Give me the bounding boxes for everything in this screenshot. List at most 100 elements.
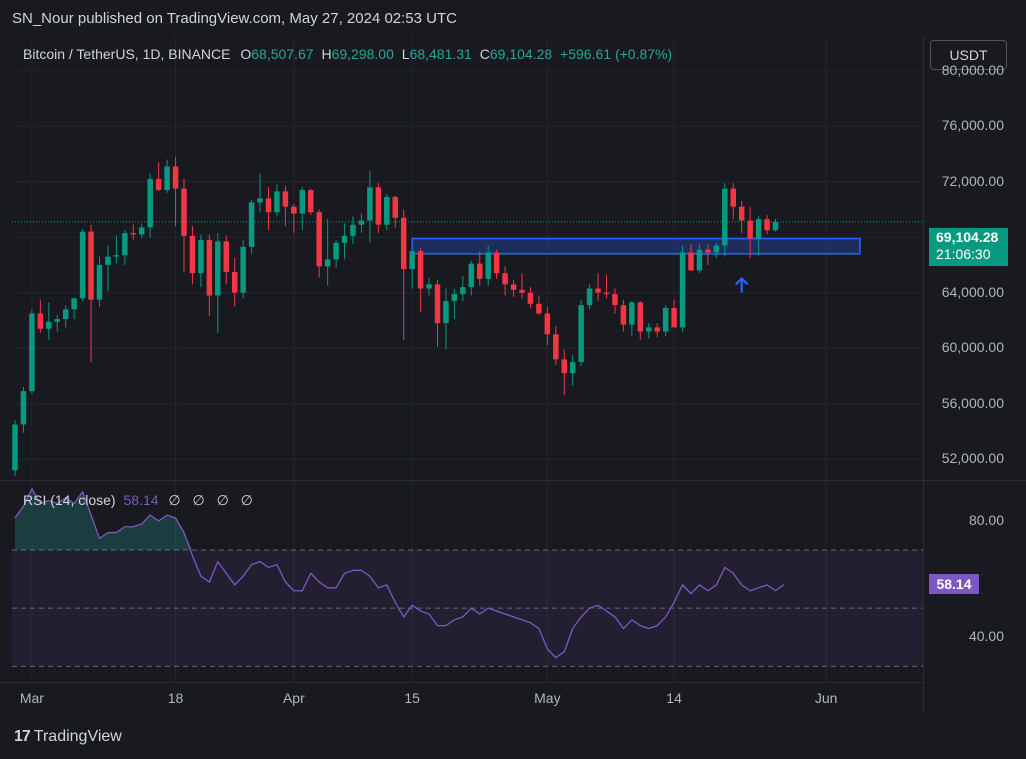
time-tick-label: 14	[666, 690, 682, 706]
candle-body	[113, 255, 120, 257]
candle-body	[206, 239, 213, 296]
price-tick-label: 72,000.00	[941, 172, 1004, 189]
candle-body	[164, 166, 170, 191]
candle-body	[130, 233, 137, 235]
rsi-extra-values: ∅ ∅ ∅ ∅	[168, 492, 257, 508]
candle-body	[189, 235, 196, 274]
candle-body	[122, 233, 128, 256]
candle-body	[493, 252, 500, 274]
candle-body	[29, 313, 35, 392]
support-zone-rectangle	[411, 237, 861, 255]
candle-body	[671, 307, 677, 328]
candle-body	[553, 334, 559, 360]
candle-body	[434, 284, 441, 324]
rsi-legend-value: 58.14	[123, 492, 159, 508]
time-tick-label: Apr	[282, 690, 305, 706]
candle-body	[333, 242, 339, 260]
candle-body	[747, 220, 753, 239]
candle-body	[764, 219, 770, 231]
candle-body	[755, 219, 762, 239]
candle-body	[510, 284, 517, 290]
candle-body	[12, 424, 18, 471]
rsi-legend: RSI (14, close) 58.14 ∅ ∅ ∅ ∅	[23, 492, 257, 509]
close-value: 69,104.28	[489, 46, 553, 62]
candle-body	[46, 321, 52, 329]
candle-body	[274, 191, 280, 213]
price-tick-label: 64,000.00	[941, 283, 1004, 300]
candle-body	[265, 198, 272, 213]
currency-button[interactable]: USDT	[930, 40, 1007, 70]
candle-body	[612, 294, 618, 306]
time-tick-label: Mar	[19, 690, 44, 706]
candle-body	[358, 220, 365, 225]
candle-body	[37, 313, 44, 329]
open-value: 68,507.67	[251, 46, 314, 62]
candle-body	[662, 307, 669, 332]
candle-body	[772, 221, 779, 231]
candle-body	[451, 294, 458, 302]
price-tick-label: 80,000.00	[941, 61, 1004, 78]
price-tick-label: 52,000.00	[941, 450, 1004, 467]
candle-body	[738, 206, 745, 221]
time-tick-label: 15	[404, 690, 420, 706]
candle-body	[316, 212, 322, 267]
rsi-title-text[interactable]: RSI (14, close)	[23, 492, 116, 508]
tradingview-logo-text: TradingView	[33, 728, 122, 745]
candle-body	[460, 287, 466, 295]
candle-body	[679, 252, 686, 328]
candle-body	[139, 227, 145, 235]
tradingview-mark-icon: 17	[14, 728, 31, 745]
candle-body	[569, 362, 576, 374]
candle-body	[367, 187, 373, 221]
candle-body	[341, 235, 348, 243]
candle-body	[71, 298, 77, 310]
candle-body	[172, 166, 179, 189]
candle-body	[443, 301, 449, 324]
candle-body	[384, 196, 390, 225]
candle-body	[308, 190, 314, 213]
candle-body	[231, 271, 238, 293]
candle-body	[215, 241, 221, 296]
candle-body	[637, 302, 644, 332]
candle-body	[257, 198, 263, 203]
high-value: 69,298.00	[331, 46, 394, 62]
price-tick-label: 56,000.00	[941, 394, 1004, 411]
candle-body	[536, 303, 542, 314]
candle-body	[485, 252, 491, 279]
candle-body	[620, 305, 627, 325]
rsi-value-badge: 58.14	[929, 574, 979, 594]
candle-body	[654, 327, 660, 332]
candle-body	[181, 188, 187, 236]
candle-body	[502, 273, 508, 285]
candle-body	[544, 313, 551, 335]
time-tick-label: May	[534, 690, 561, 706]
tradingview-logo[interactable]: 17 TradingView	[14, 728, 122, 746]
candle-body	[198, 239, 204, 274]
time-tick-label: 18	[167, 690, 184, 706]
price-tick-label: 76,000.00	[941, 117, 1004, 134]
candle-body	[603, 292, 610, 295]
main-pane-background	[0, 36, 1026, 480]
candle-body	[88, 231, 94, 300]
candle-body	[147, 178, 153, 228]
candle-body	[248, 202, 255, 247]
candle-body	[54, 319, 60, 322]
candle-body	[688, 252, 694, 271]
candle-body	[713, 245, 720, 253]
candle-body	[705, 249, 711, 253]
rsi-line	[14, 487, 785, 659]
bar-countdown-timer: 21:06:30	[936, 246, 991, 262]
candle-body	[417, 251, 424, 289]
candle-body	[722, 188, 728, 246]
close-label: C	[479, 46, 490, 62]
candle-body	[519, 289, 525, 293]
low-label: L	[401, 46, 410, 62]
candle-body	[730, 188, 736, 207]
price-tick-label: 60,000.00	[941, 339, 1004, 356]
candle-body	[299, 190, 306, 214]
candle-body	[324, 259, 331, 267]
candle-body	[527, 292, 534, 304]
candle-body	[400, 217, 407, 270]
symbol-name[interactable]: Bitcoin / TetherUS, 1D, BINANCE	[23, 46, 231, 62]
